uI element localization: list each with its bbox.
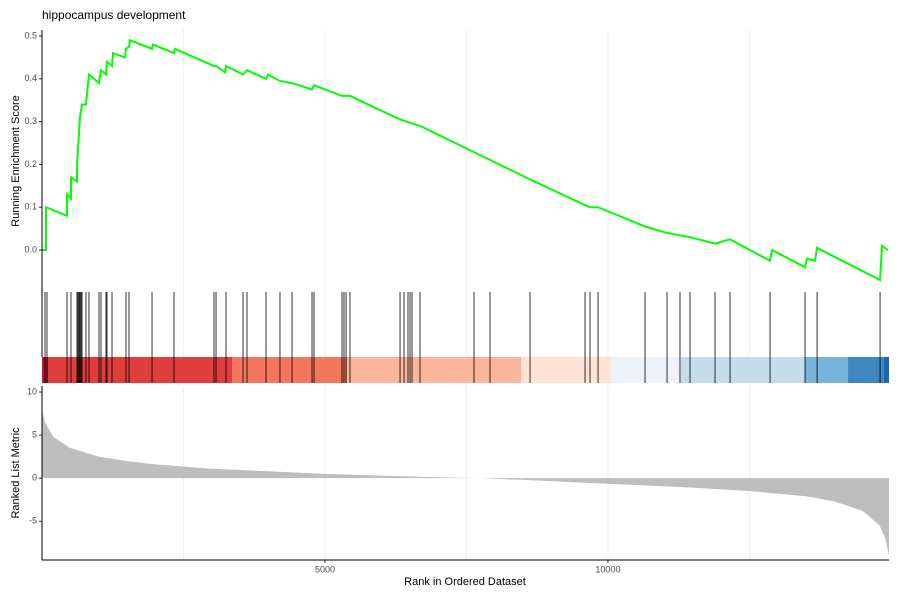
y-tick-label: -5 [29, 516, 37, 526]
rank-band [848, 357, 885, 383]
y-tick-label: 0.2 [24, 159, 37, 169]
metric-area [42, 409, 889, 556]
x-tick-label: 10000 [595, 564, 620, 574]
rank-band [681, 357, 806, 383]
rank-band [231, 357, 347, 383]
rank-band [611, 357, 682, 383]
rank-band [346, 357, 522, 383]
rank-band [521, 357, 612, 383]
chart-title: hippocampus development [42, 8, 186, 22]
rank-band [805, 357, 849, 383]
y-axis-label: Ranked List Metric [10, 427, 22, 519]
y-tick-label: 10 [27, 386, 37, 396]
y-axis-label: Running Enrichment Score [10, 95, 22, 226]
x-axis-label: Rank in Ordered Dataset [404, 576, 526, 588]
y-tick-label: 0.5 [24, 30, 37, 40]
y-tick-label: 0.1 [24, 202, 37, 212]
y-tick-label: 0.3 [24, 116, 37, 126]
y-tick-label: 5 [32, 429, 37, 439]
y-tick-label: 0.4 [24, 73, 37, 83]
x-tick-label: 5000 [315, 564, 335, 574]
y-tick-label: 0 [32, 473, 37, 483]
y-tick-label: 0.0 [24, 244, 37, 254]
rank-band [47, 357, 232, 383]
enrichment-line [42, 38, 889, 282]
rank-band [884, 357, 889, 383]
